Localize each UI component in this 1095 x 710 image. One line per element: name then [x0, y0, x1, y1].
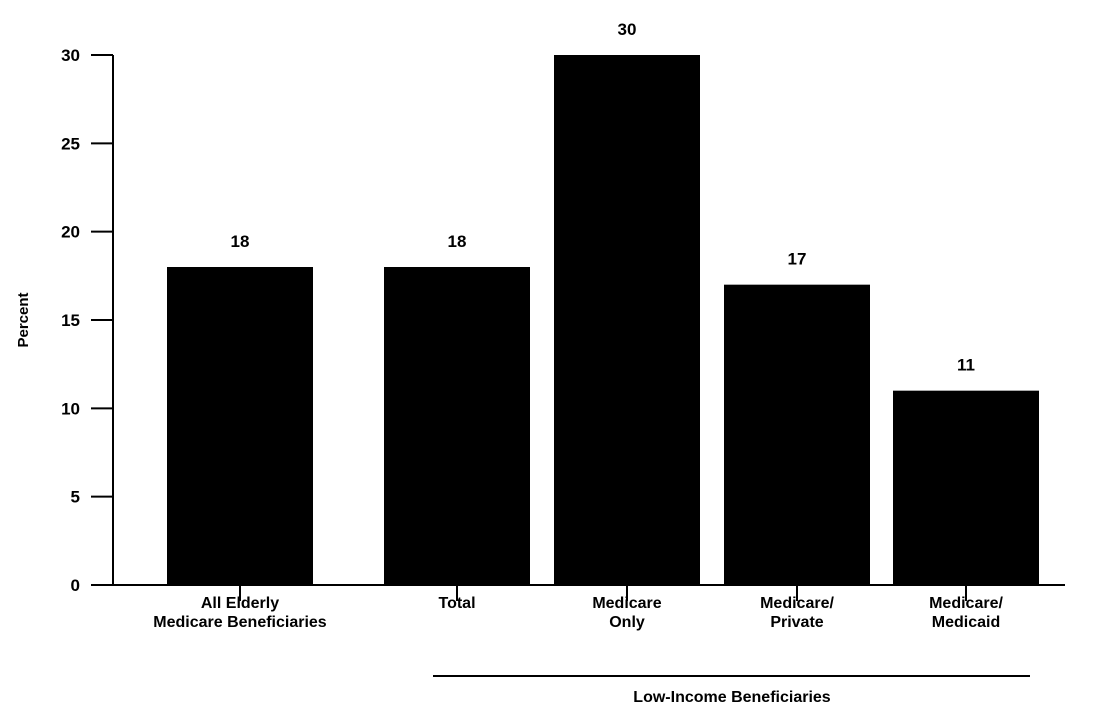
category-label: Medicare/Private	[760, 595, 834, 631]
category-label-line: Total	[438, 595, 475, 612]
data-label: 17	[788, 250, 807, 269]
data-label: 30	[618, 20, 637, 39]
y-tick-label: 20	[61, 223, 80, 242]
bar	[167, 267, 313, 585]
y-tick-label: 25	[61, 134, 80, 153]
category-label-line: Medicare	[592, 595, 661, 612]
bar	[554, 55, 700, 585]
y-tick-label: 5	[71, 488, 80, 507]
data-label: 18	[231, 232, 250, 251]
data-label: 11	[957, 356, 975, 375]
category-label-line: All Elderly	[201, 595, 279, 612]
y-tick-label: 30	[61, 46, 80, 65]
category-label-line: Medicaid	[932, 614, 1000, 631]
category-label: All Elderly Medicare Beneficiaries	[153, 595, 327, 631]
category-label: Total	[438, 595, 475, 612]
y-tick-label: 15	[61, 311, 80, 330]
category-label-line: Only	[609, 614, 645, 631]
category-label: Medicare Only	[592, 595, 661, 631]
category-label: Medicare/Medicaid	[929, 595, 1003, 631]
category-label-line: Private	[770, 614, 823, 631]
data-label: 18	[448, 232, 467, 251]
bar	[724, 284, 870, 585]
category-label-line: Medicare/	[760, 595, 834, 612]
y-tick-label: 0	[71, 576, 80, 595]
group-label-low-income: Low-Income Beneficiaries	[633, 689, 830, 706]
bar	[893, 390, 1039, 585]
category-label-line: Medicare/	[929, 595, 1003, 612]
category-label-line: Medicare Beneficiaries	[153, 614, 327, 631]
y-tick-label: 10	[61, 399, 80, 418]
bar	[384, 267, 530, 585]
y-axis-title: Percent	[15, 292, 32, 347]
